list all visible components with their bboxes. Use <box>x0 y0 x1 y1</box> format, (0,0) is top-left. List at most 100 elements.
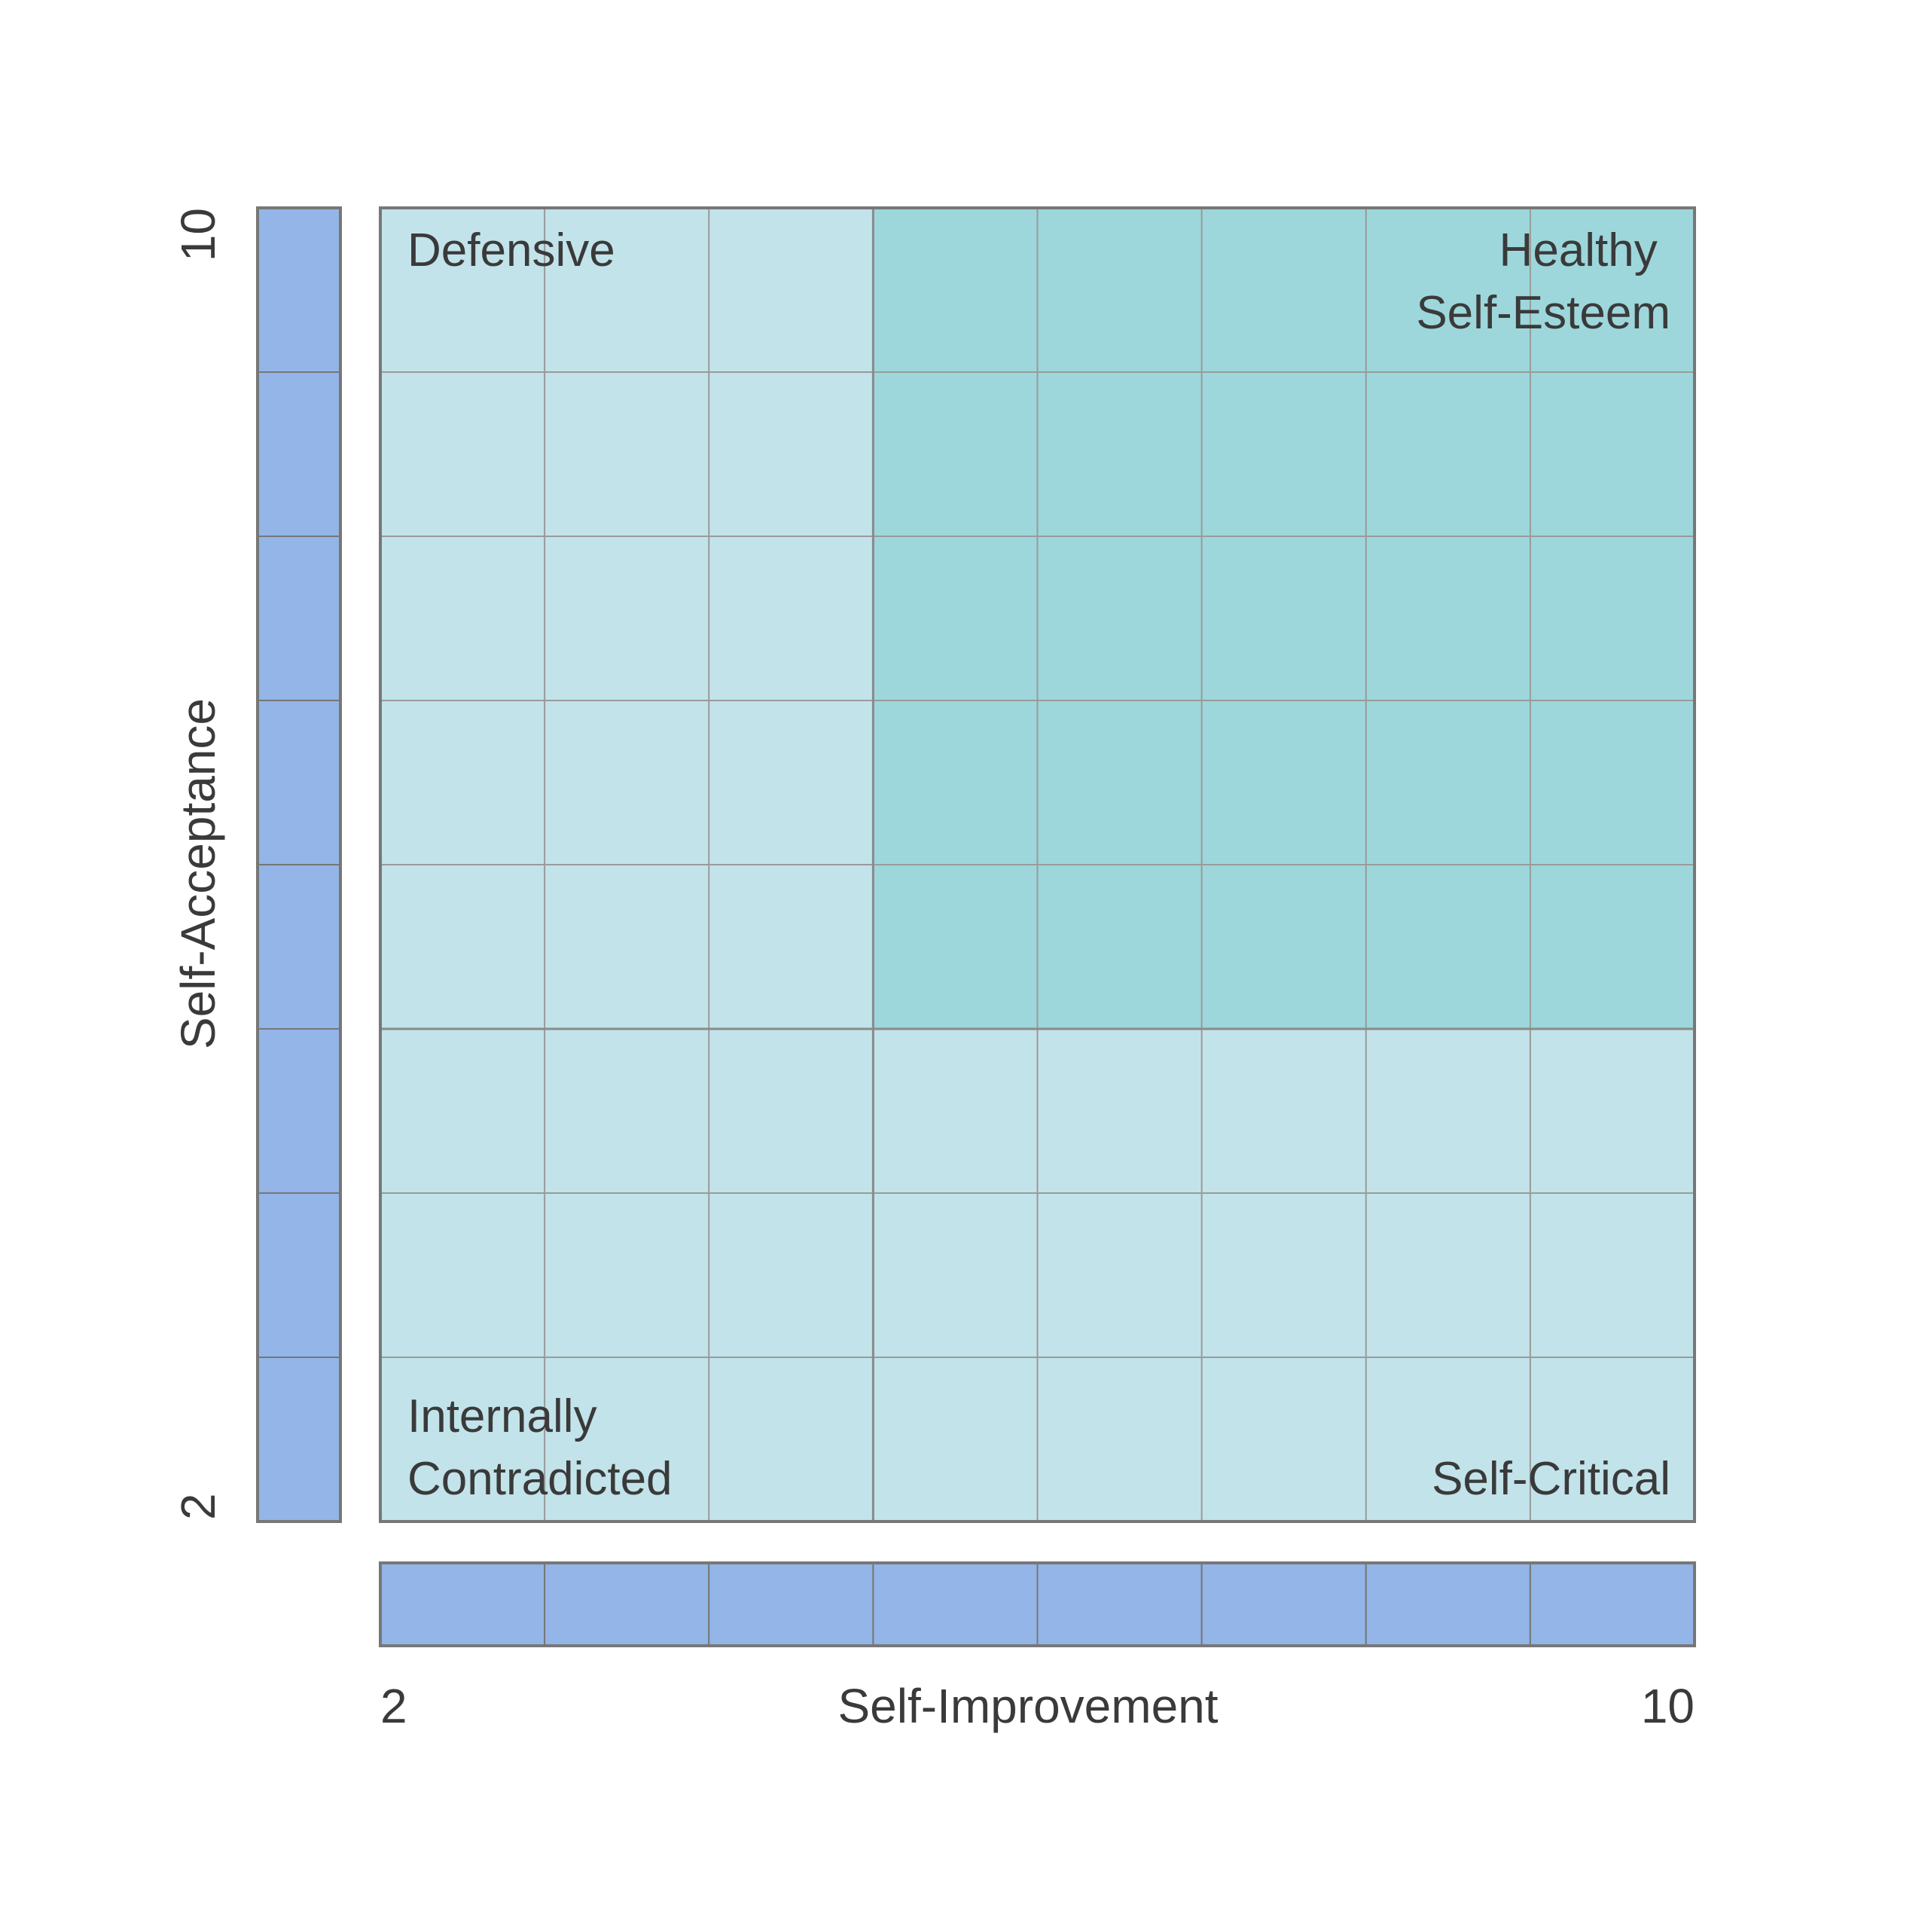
x-axis-bar-segment <box>1365 1562 1531 1647</box>
quadrant-label-bottom-right: Self-Critical <box>1432 1453 1670 1505</box>
quadrant-label-top-right-line-2: Self-Esteem <box>1416 287 1670 339</box>
matrix-cell-highlight <box>1530 372 1695 536</box>
matrix-cell-highlight <box>873 536 1038 700</box>
matrix-cell-highlight <box>1365 700 1530 865</box>
x-axis-bar-segment <box>1036 1562 1203 1647</box>
matrix-cell-highlight <box>1201 372 1366 536</box>
y-axis-max-label: 10 <box>171 208 225 261</box>
matrix-cell <box>545 1357 709 1521</box>
gridline-layer <box>379 206 1696 1523</box>
matrix-cell <box>545 372 709 536</box>
x-axis-bar-segment <box>380 1562 546 1647</box>
x-axis-bar <box>379 1561 1696 1647</box>
matrix-cell-highlight <box>1037 372 1202 536</box>
matrix-cell <box>709 208 874 372</box>
quadrant-label-top-right-line-1: Healthy <box>1499 224 1658 276</box>
x-axis-title: Self-Improvement <box>837 1679 1218 1733</box>
y-axis-bar-segment <box>257 864 341 1030</box>
matrix-cell-highlight <box>873 700 1038 865</box>
x-axis-bar-border <box>379 1561 1696 1647</box>
matrix-cell-highlight <box>873 372 1038 536</box>
x-axis-max-label: 10 <box>1641 1679 1695 1733</box>
matrix-cell <box>1037 1029 1202 1193</box>
matrix-cell <box>1201 1357 1366 1521</box>
quadrant-label-top-right: Healthy Self-Esteem <box>1416 224 1670 339</box>
matrix-cell <box>709 865 874 1029</box>
matrix-cell <box>545 700 709 865</box>
matrix-cell <box>1530 1029 1695 1193</box>
quadrant-label-bottom-left: Internally Contradicted <box>407 1390 673 1505</box>
matrix-cell <box>380 865 545 1029</box>
quadrant-label-bottom-left-line-2: Contradicted <box>407 1453 673 1505</box>
matrix-cell <box>380 372 545 536</box>
matrix-cell-highlight <box>1530 700 1695 865</box>
matrix-cell <box>873 1357 1038 1521</box>
matrix-cell-highlight <box>1037 700 1202 865</box>
matrix-cell <box>1201 1193 1366 1357</box>
y-axis-bar-segment <box>257 536 341 701</box>
y-axis-bar-segment <box>257 371 341 537</box>
x-axis-bar-segment <box>872 1562 1039 1647</box>
matrix-cell-highlight <box>1365 208 1530 372</box>
cell-layer <box>380 208 1695 1521</box>
matrix-cell-highlight <box>1530 865 1695 1029</box>
matrix-cell <box>1037 1357 1202 1521</box>
matrix-cell <box>380 536 545 700</box>
quadrant-label-bottom-left-line-1: Internally <box>407 1390 597 1442</box>
matrix-cell <box>545 536 709 700</box>
matrix-border <box>379 206 1696 1523</box>
matrix-cell <box>1530 1357 1695 1521</box>
matrix-cell-highlight <box>1037 536 1202 700</box>
matrix-cell-highlight <box>1201 700 1366 865</box>
matrix-cell <box>709 372 874 536</box>
x-axis-bar-segment <box>1200 1562 1367 1647</box>
matrix-cell <box>1201 1029 1366 1193</box>
matrix-cell <box>380 1193 545 1357</box>
matrix-cell <box>709 700 874 865</box>
matrix-cell-highlight <box>1365 865 1530 1029</box>
y-axis-bar <box>256 206 342 1523</box>
matrix-cell-highlight <box>1037 208 1202 372</box>
matrix-cell <box>380 1029 545 1193</box>
matrix-cell <box>1530 1193 1695 1357</box>
x-axis-bar-segment <box>708 1562 874 1647</box>
matrix-cell <box>1037 1193 1202 1357</box>
quadrant-label-top-left: Defensive <box>407 224 615 276</box>
y-axis-bar-segment <box>257 1028 341 1194</box>
matrix-cell-highlight <box>1201 865 1366 1029</box>
matrix-cell <box>1365 1193 1530 1357</box>
y-axis-bar-segment <box>257 207 341 373</box>
matrix-cell <box>709 1193 874 1357</box>
matrix-cell <box>545 865 709 1029</box>
matrix-cell-highlight <box>1201 208 1366 372</box>
quadrant-label-top-left-line-1: Defensive <box>407 224 615 276</box>
matrix-cell-highlight <box>1530 208 1695 372</box>
matrix-cell <box>1365 1357 1530 1521</box>
matrix-cell <box>545 208 709 372</box>
matrix-cell-highlight <box>1530 536 1695 700</box>
matrix-cell <box>709 536 874 700</box>
matrix-cell-highlight <box>873 865 1038 1029</box>
matrix-cell-highlight <box>873 208 1038 372</box>
matrix-cell <box>709 1029 874 1193</box>
y-axis-bar-segment <box>257 1192 341 1358</box>
y-axis-bar-segment <box>257 1357 341 1522</box>
matrix-cell <box>873 1193 1038 1357</box>
matrix-cell <box>380 1357 545 1521</box>
matrix-cell <box>380 700 545 865</box>
matrix-cell <box>873 1029 1038 1193</box>
matrix-cell <box>545 1193 709 1357</box>
matrix-cell <box>709 1357 874 1521</box>
x-axis-min-label: 2 <box>380 1679 407 1733</box>
matrix-cell-highlight <box>1201 536 1366 700</box>
y-axis-title: Self-Acceptance <box>171 698 225 1049</box>
matrix-cell <box>380 208 545 372</box>
matrix-cell-highlight <box>1365 372 1530 536</box>
matrix-cell-highlight <box>1037 865 1202 1029</box>
y-axis-bar-segment <box>257 700 341 865</box>
matrix-cell <box>545 1029 709 1193</box>
matrix-cell-highlight <box>1365 536 1530 700</box>
y-axis-min-label: 2 <box>171 1493 225 1520</box>
